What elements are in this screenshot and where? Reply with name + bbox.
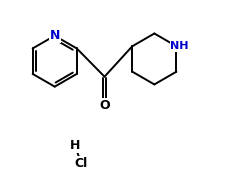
Text: O: O — [99, 99, 110, 112]
Text: H: H — [69, 139, 80, 152]
Text: Cl: Cl — [75, 157, 88, 170]
Text: NH: NH — [170, 41, 189, 51]
Text: N: N — [49, 29, 60, 42]
